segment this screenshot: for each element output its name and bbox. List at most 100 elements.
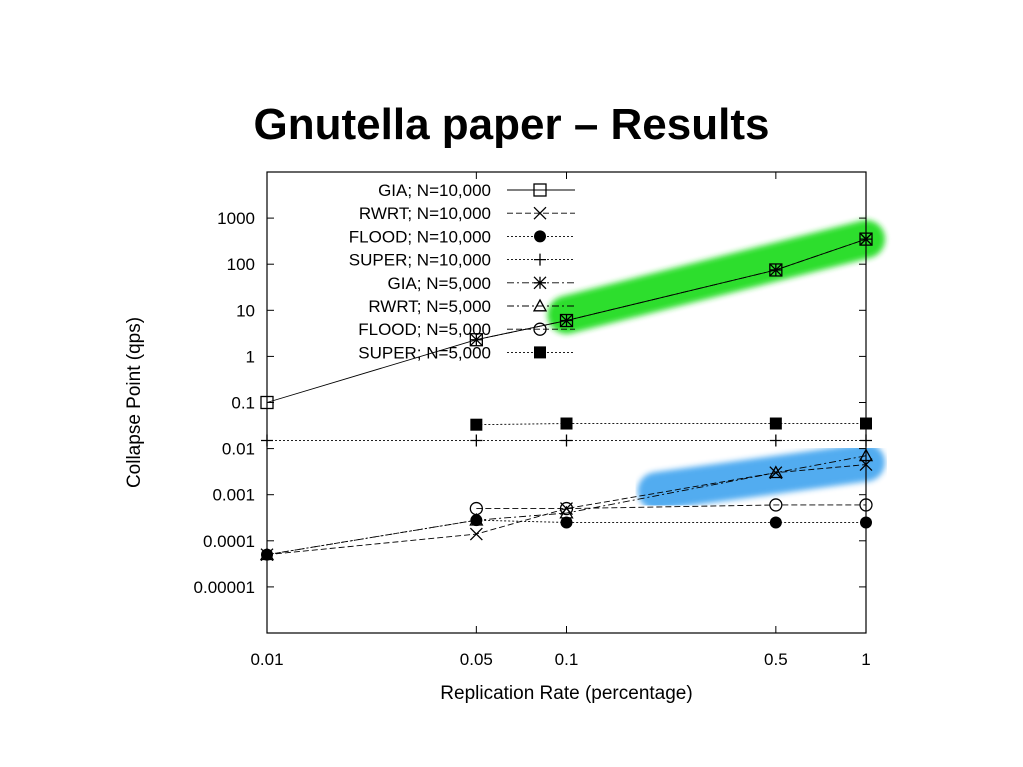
marker-shape <box>768 465 783 479</box>
marker-shape <box>769 417 782 430</box>
data-point-series-3 <box>560 434 573 447</box>
marker-shape <box>259 547 275 561</box>
legend-marker <box>533 276 547 290</box>
marker-shape <box>860 516 872 529</box>
x-axis-label: Replication Rate (percentage) <box>440 683 692 704</box>
marker-shape <box>860 434 872 447</box>
y-tick-label: 0.0001 <box>203 532 255 551</box>
data-point-series-3 <box>769 434 782 447</box>
legend-marker <box>533 183 547 197</box>
data-point-series-3 <box>860 434 872 447</box>
y-tick-label: 1000 <box>217 209 255 228</box>
legend-marker <box>532 298 548 312</box>
marker-shape <box>470 434 483 447</box>
data-point-series-3 <box>470 434 483 447</box>
data-point-series-7 <box>860 417 872 430</box>
legend-marker <box>533 322 547 336</box>
legend-label: SUPER; N=10,000 <box>349 251 491 270</box>
legend-label: GIA; N=5,000 <box>388 274 491 293</box>
legend-label: FLOOD; N=10,000 <box>349 227 491 246</box>
legend-marker <box>534 253 546 266</box>
data-point-series-4 <box>560 314 573 327</box>
marker-shape <box>560 314 573 327</box>
marker-shape <box>469 512 484 526</box>
data-point-series-2 <box>560 516 573 529</box>
data-point-series-6 <box>859 498 873 512</box>
legend-label: RWRT; N=5,000 <box>368 297 491 316</box>
y-tick-label: 1 <box>246 347 255 366</box>
marker-shape <box>533 206 547 220</box>
marker-shape <box>469 501 483 516</box>
marker-shape <box>560 434 573 447</box>
data-point-series-7 <box>769 417 782 430</box>
y-tick-label: 0.1 <box>231 394 255 413</box>
data-point-series-5 <box>259 547 275 561</box>
marker-shape <box>469 333 483 347</box>
marker-shape <box>860 417 872 430</box>
data-point-series-6 <box>769 498 783 512</box>
legend-label: RWRT; N=10,000 <box>359 204 491 223</box>
data-point-series-7 <box>560 417 573 430</box>
marker-shape <box>469 527 483 541</box>
marker-shape <box>533 183 547 197</box>
series-line-7 <box>476 423 866 426</box>
marker-shape <box>769 263 783 277</box>
marker-shape <box>859 498 873 512</box>
legend-label: SUPER; N=5,000 <box>358 343 491 362</box>
marker-shape <box>559 501 574 516</box>
marker-shape <box>470 418 483 431</box>
data-point-series-4 <box>859 232 873 246</box>
data-point-series-6 <box>469 501 483 516</box>
x-tick-label: 0.5 <box>764 650 788 669</box>
legend-marker <box>534 230 546 243</box>
series-line-6 <box>476 504 866 510</box>
data-point-series-6 <box>559 501 574 516</box>
marker-shape <box>858 448 874 462</box>
legend-marker <box>533 206 547 220</box>
data-point-series-0 <box>260 395 274 410</box>
marker-shape <box>769 498 783 512</box>
y-tick-label: 100 <box>227 255 255 274</box>
slide-title: Gnutella paper – Results <box>253 100 770 149</box>
marker-shape <box>859 232 873 246</box>
legend-label: FLOOD; N=5,000 <box>358 320 491 339</box>
marker-shape <box>533 322 547 336</box>
marker-shape <box>261 434 273 447</box>
series-line-5 <box>266 455 867 556</box>
series-line-1 <box>266 464 867 556</box>
legend-label: GIA; N=10,000 <box>378 181 491 200</box>
marker-shape <box>532 298 548 312</box>
y-tick-label: 10 <box>236 301 255 320</box>
highlight-stroke-0 <box>547 220 885 334</box>
y-tick-label: 0.001 <box>212 486 255 505</box>
data-point-series-5 <box>469 512 484 526</box>
marker-shape <box>534 230 546 243</box>
highlight-stroke-2 <box>637 443 885 511</box>
data-point-series-2 <box>860 516 872 529</box>
y-axis-label: Collapse Point (qps) <box>124 317 145 488</box>
x-tick-label: 0.1 <box>555 650 579 669</box>
data-point-series-3 <box>261 434 273 447</box>
y-tick-label: 0.01 <box>222 440 255 459</box>
data-point-series-4 <box>469 333 483 347</box>
marker-shape <box>769 434 782 447</box>
marker-shape <box>559 505 574 519</box>
marker-shape <box>769 516 782 529</box>
data-point-series-5 <box>768 465 783 479</box>
data-point-series-5 <box>858 448 874 462</box>
data-point-series-1 <box>469 527 483 541</box>
marker-shape <box>534 253 546 266</box>
data-point-series-4 <box>769 263 783 277</box>
marker-shape <box>560 417 573 430</box>
x-tick-label: 1 <box>861 650 870 669</box>
x-tick-label: 0.01 <box>250 650 283 669</box>
x-tick-label: 0.05 <box>460 650 493 669</box>
data-point-series-7 <box>470 418 483 431</box>
y-tick-label: 0.00001 <box>194 578 255 597</box>
legend-marker <box>534 346 546 359</box>
data-point-series-2 <box>769 516 782 529</box>
marker-shape <box>260 395 274 410</box>
marker-shape <box>534 346 546 359</box>
